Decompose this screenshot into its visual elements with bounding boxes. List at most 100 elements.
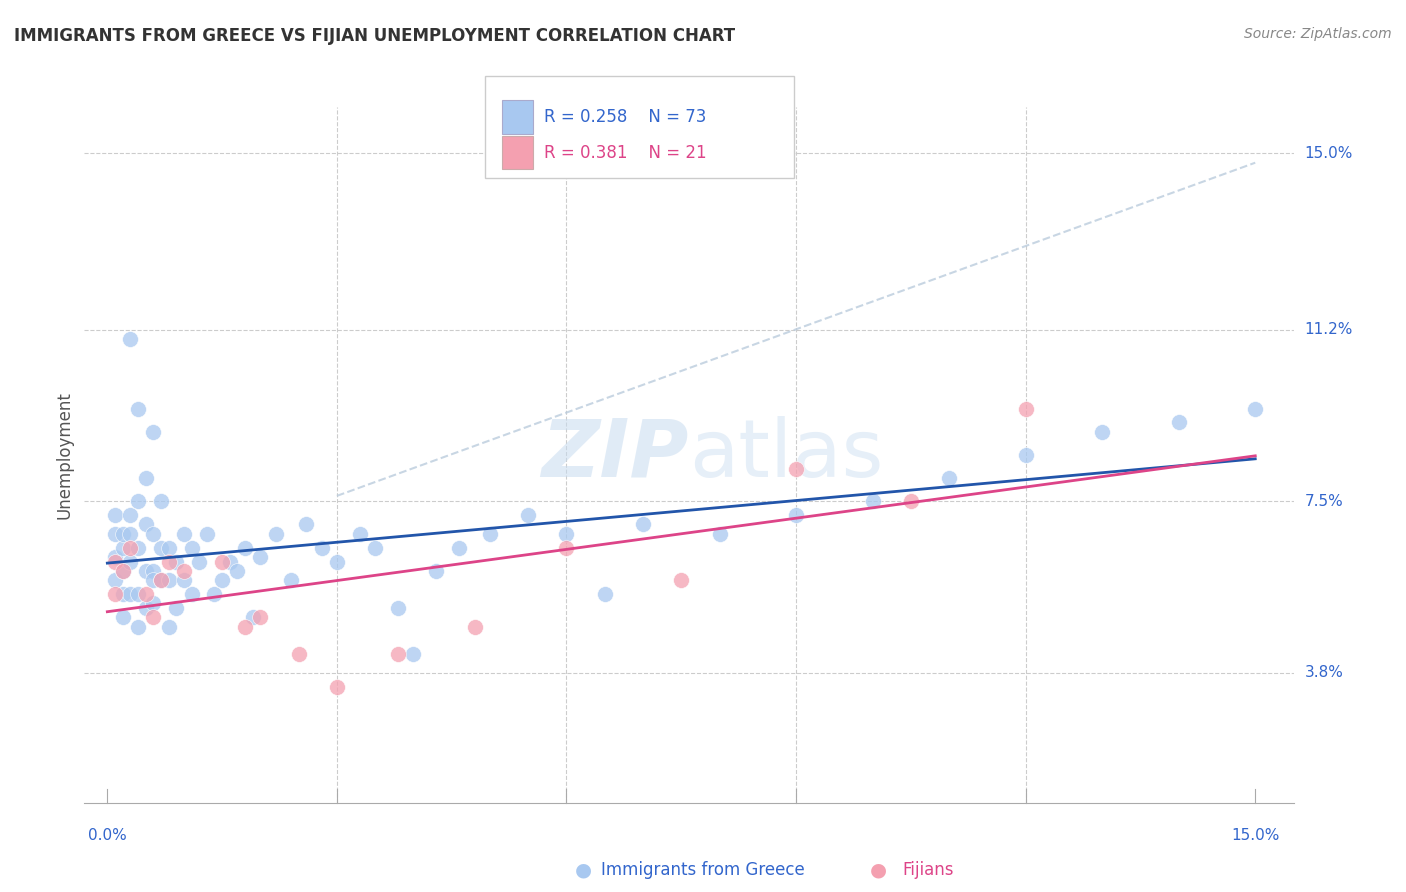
Point	[111, 564, 134, 578]
Point	[111, 541, 134, 555]
Point	[1244, 401, 1267, 416]
Point	[249, 549, 271, 564]
Point	[157, 619, 180, 633]
Text: Immigrants from Greece: Immigrants from Greece	[602, 861, 804, 879]
Point	[127, 619, 149, 633]
Point	[104, 555, 127, 569]
Point	[142, 425, 165, 439]
Point	[280, 573, 302, 587]
Point	[120, 508, 142, 523]
Point	[287, 648, 309, 662]
Point	[127, 541, 149, 555]
Point	[671, 573, 693, 587]
Point	[242, 610, 264, 624]
Point	[135, 601, 157, 615]
Point	[149, 541, 172, 555]
Point	[218, 555, 240, 569]
Y-axis label: Unemployment: Unemployment	[55, 391, 73, 519]
Text: 7.5%: 7.5%	[1305, 494, 1343, 508]
Point	[204, 587, 226, 601]
Point	[517, 508, 540, 523]
Point	[127, 401, 149, 416]
Point	[111, 564, 134, 578]
Point	[1014, 448, 1036, 462]
Point	[149, 573, 172, 587]
Point	[1167, 416, 1189, 430]
Point	[111, 587, 134, 601]
Point	[249, 610, 271, 624]
Point	[295, 517, 318, 532]
Point	[631, 517, 654, 532]
Point	[233, 541, 256, 555]
Point	[135, 587, 157, 601]
Point	[173, 526, 195, 541]
Point	[120, 555, 142, 569]
Point	[149, 573, 172, 587]
Text: Source: ZipAtlas.com: Source: ZipAtlas.com	[1244, 27, 1392, 41]
Point	[142, 596, 165, 610]
Point	[157, 541, 180, 555]
Point	[326, 680, 349, 694]
Point	[142, 610, 165, 624]
Point	[180, 587, 202, 601]
Point	[593, 587, 616, 601]
Text: ●: ●	[575, 860, 592, 880]
Point	[478, 526, 501, 541]
Point	[142, 573, 165, 587]
Text: IMMIGRANTS FROM GREECE VS FIJIAN UNEMPLOYMENT CORRELATION CHART: IMMIGRANTS FROM GREECE VS FIJIAN UNEMPLO…	[14, 27, 735, 45]
Text: 15.0%: 15.0%	[1232, 828, 1279, 843]
Point	[120, 587, 142, 601]
Point	[104, 526, 127, 541]
Point	[149, 494, 172, 508]
Point	[211, 573, 233, 587]
Point	[425, 564, 447, 578]
Point	[785, 462, 807, 476]
Point	[311, 541, 333, 555]
Point	[226, 564, 249, 578]
Text: R = 0.258    N = 73: R = 0.258 N = 73	[544, 108, 706, 126]
Point	[157, 555, 180, 569]
Point	[449, 541, 471, 555]
Point	[104, 587, 127, 601]
Text: ●: ●	[870, 860, 887, 880]
Point	[233, 619, 256, 633]
Point	[464, 619, 486, 633]
Point	[120, 332, 142, 346]
Text: 3.8%: 3.8%	[1305, 665, 1344, 681]
Text: Fijians: Fijians	[903, 861, 953, 879]
Point	[326, 555, 349, 569]
Point	[142, 526, 165, 541]
Point	[900, 494, 922, 508]
Point	[387, 648, 409, 662]
Point	[142, 564, 165, 578]
Point	[188, 555, 211, 569]
Point	[862, 494, 884, 508]
Point	[157, 573, 180, 587]
Point	[364, 541, 387, 555]
Point	[173, 573, 195, 587]
Point	[165, 601, 187, 615]
Point	[555, 541, 578, 555]
Text: ZIP: ZIP	[541, 416, 689, 494]
Point	[104, 549, 127, 564]
Point	[785, 508, 807, 523]
Point	[1014, 401, 1036, 416]
Text: 11.2%: 11.2%	[1305, 322, 1353, 337]
Point	[387, 601, 409, 615]
Point	[1091, 425, 1114, 439]
Point	[135, 517, 157, 532]
Point	[127, 587, 149, 601]
Text: R = 0.381    N = 21: R = 0.381 N = 21	[544, 144, 707, 161]
Point	[264, 526, 287, 541]
Point	[402, 648, 425, 662]
Point	[127, 494, 149, 508]
Point	[104, 508, 127, 523]
Point	[120, 526, 142, 541]
Point	[709, 526, 731, 541]
Point	[555, 526, 578, 541]
Point	[180, 541, 202, 555]
Point	[120, 541, 142, 555]
Point	[135, 471, 157, 485]
Point	[135, 564, 157, 578]
Point	[349, 526, 371, 541]
